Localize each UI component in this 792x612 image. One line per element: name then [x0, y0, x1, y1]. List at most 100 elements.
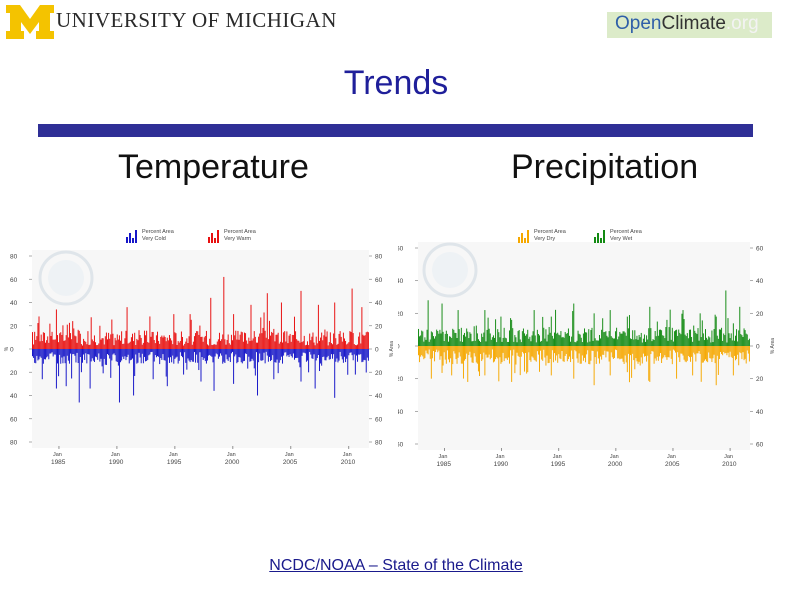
bar-negative — [518, 346, 520, 357]
bar-negative — [545, 346, 547, 366]
bar-positive — [430, 331, 432, 346]
openclimate-logo[interactable]: OpenClimate.org — [615, 13, 759, 34]
y-tick-label-left: 60 — [10, 277, 18, 284]
bar-positive — [37, 323, 39, 349]
bar-negative — [633, 346, 635, 361]
bar-negative — [673, 346, 675, 351]
bar-positive — [746, 334, 748, 346]
bar-negative — [324, 349, 326, 361]
bar-positive — [115, 340, 117, 349]
y-tick-label-right: 40 — [375, 300, 383, 307]
bar-negative — [43, 349, 45, 360]
bar-positive — [217, 339, 219, 349]
bar-positive — [60, 332, 62, 349]
bar-positive — [609, 310, 611, 346]
bar-positive — [517, 331, 519, 346]
y-tick-label-right: 40 — [756, 278, 764, 285]
noaa-watermark-icon — [38, 250, 94, 306]
bar-negative — [476, 346, 478, 364]
bar-positive — [98, 343, 100, 349]
bar-negative — [484, 346, 486, 376]
bar-negative — [654, 346, 656, 359]
bar-negative — [737, 346, 739, 355]
bar-negative — [216, 349, 218, 355]
bar-negative — [184, 349, 186, 353]
bar-negative — [333, 349, 335, 355]
bar-positive — [705, 329, 706, 346]
x-tick-month: Jan — [53, 452, 62, 458]
bar-negative — [222, 349, 224, 364]
bar-negative — [328, 349, 330, 360]
bar-negative — [49, 349, 51, 354]
bar-negative — [431, 346, 433, 359]
bar-negative — [547, 346, 549, 364]
bar-positive — [735, 335, 736, 346]
bar-positive — [662, 335, 664, 346]
bar-positive — [475, 325, 477, 346]
y-tick-label-right: 60 — [375, 416, 383, 423]
bar-negative — [726, 346, 728, 356]
bar-negative — [261, 349, 263, 361]
bar-negative — [494, 346, 496, 362]
bar-positive — [233, 314, 235, 349]
bar-negative — [123, 349, 125, 359]
bar-positive — [257, 342, 259, 349]
bar-positive — [262, 327, 264, 349]
bar-negative — [687, 346, 689, 356]
bar-negative — [172, 349, 174, 356]
bar-negative — [189, 349, 191, 363]
bar-negative — [530, 346, 532, 362]
legend-swatch — [126, 237, 128, 243]
legend-swatch — [527, 230, 529, 243]
bar-negative — [725, 346, 727, 353]
x-tick-month: Jan — [111, 452, 120, 458]
bar-positive — [43, 332, 45, 349]
bar-negative — [562, 346, 564, 362]
bar-negative — [170, 349, 172, 358]
bar-negative — [495, 346, 497, 360]
bar-positive — [175, 333, 177, 349]
bar-positive — [470, 333, 472, 346]
bar-negative — [676, 346, 678, 379]
bar-negative — [706, 346, 708, 362]
bar-positive — [288, 335, 290, 349]
bar-positive — [167, 340, 169, 349]
bar-positive — [587, 342, 589, 346]
bar-positive — [45, 342, 47, 349]
bar-negative — [488, 346, 490, 355]
bar-negative — [536, 346, 538, 352]
bar-positive — [442, 331, 444, 346]
openclimate-logo-box[interactable] — [607, 12, 772, 38]
bar-positive — [653, 339, 655, 346]
bar-negative — [516, 346, 518, 353]
bar-positive — [445, 330, 447, 346]
bar-negative — [563, 346, 565, 362]
bar-negative — [272, 349, 274, 356]
bar-positive — [335, 338, 337, 349]
bar-negative — [531, 346, 533, 357]
bar-positive — [541, 340, 543, 346]
bar-negative — [180, 349, 182, 356]
bar-negative — [211, 349, 213, 357]
bar-negative — [87, 349, 89, 355]
bar-negative — [220, 349, 222, 354]
bar-negative — [340, 349, 342, 357]
bar-negative — [327, 349, 329, 356]
legend-swatch — [211, 233, 213, 243]
bar-negative — [285, 349, 287, 353]
source-link[interactable]: NCDC/NOAA – State of the Climate — [269, 557, 523, 574]
bar-positive — [230, 334, 232, 349]
bar-positive — [422, 331, 424, 346]
bar-negative — [701, 346, 703, 363]
bar-positive — [509, 330, 510, 346]
bar-positive — [618, 336, 620, 346]
legend-swatch — [518, 237, 520, 243]
bar-negative — [98, 349, 100, 354]
bar-negative — [48, 349, 50, 360]
bar-positive — [61, 334, 63, 349]
bar-negative — [640, 346, 642, 358]
bar-negative — [475, 346, 477, 363]
bar-negative — [709, 346, 711, 359]
bar-negative — [110, 349, 112, 378]
bar-positive — [245, 333, 247, 349]
